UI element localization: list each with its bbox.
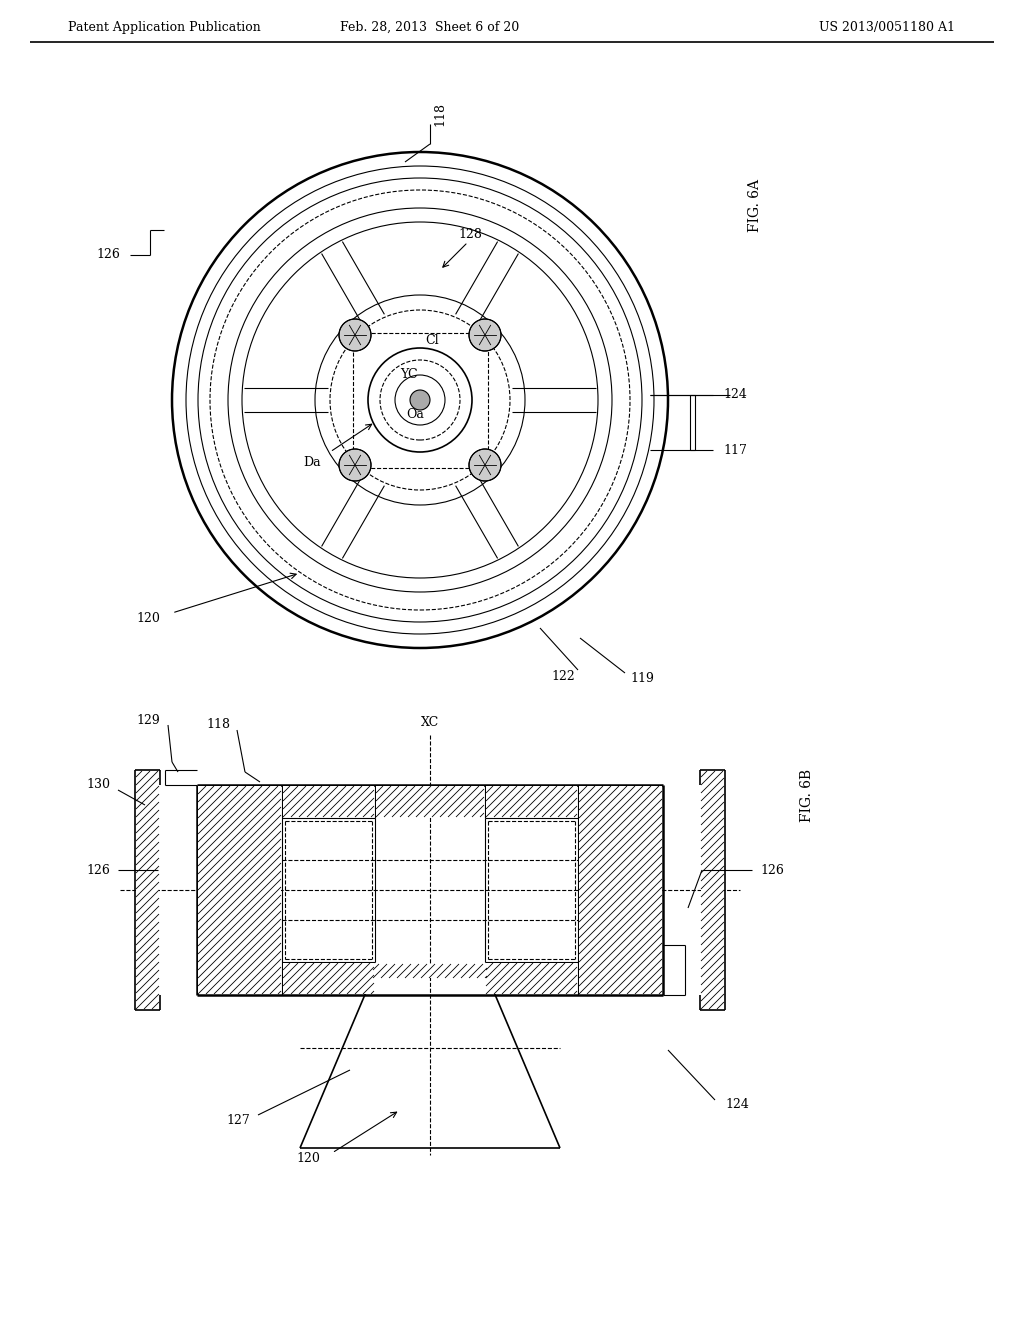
Text: 124: 124 [725, 1098, 749, 1111]
Text: 129: 129 [136, 714, 160, 726]
Bar [376, 785, 484, 817]
Circle shape [339, 319, 371, 351]
Bar [283, 964, 374, 994]
Bar [579, 785, 662, 994]
Bar [352, 333, 487, 467]
Bar [136, 771, 159, 1008]
Bar [701, 771, 724, 1008]
Bar [373, 964, 487, 978]
Bar [486, 785, 577, 817]
Bar [283, 785, 374, 817]
Text: US 2013/0051180 A1: US 2013/0051180 A1 [819, 21, 955, 33]
Text: 117: 117 [723, 444, 746, 457]
Text: Patent Application Publication: Patent Application Publication [68, 21, 261, 33]
Text: 119: 119 [630, 672, 654, 685]
Text: 120: 120 [136, 611, 160, 624]
Text: 118: 118 [206, 718, 230, 731]
Text: Oa: Oa [406, 408, 424, 421]
Text: YC: YC [400, 368, 418, 381]
Text: Feb. 28, 2013  Sheet 6 of 20: Feb. 28, 2013 Sheet 6 of 20 [340, 21, 519, 33]
Text: FIG. 6A: FIG. 6A [748, 178, 762, 231]
Text: 127: 127 [226, 1114, 250, 1126]
Text: 122: 122 [551, 669, 575, 682]
Text: 128: 128 [458, 228, 482, 242]
Text: Cl: Cl [425, 334, 439, 346]
Text: 126: 126 [96, 248, 120, 261]
Text: 118: 118 [433, 102, 446, 125]
Circle shape [339, 449, 371, 480]
Circle shape [469, 449, 501, 480]
Circle shape [410, 389, 430, 411]
Text: 126: 126 [86, 863, 110, 876]
Text: 120: 120 [296, 1151, 319, 1164]
Text: XC: XC [421, 715, 439, 729]
Text: 126: 126 [760, 863, 784, 876]
Bar [486, 964, 577, 994]
Text: FIG. 6B: FIG. 6B [800, 768, 814, 821]
Bar [198, 785, 281, 994]
Text: Da: Da [303, 455, 321, 469]
Text: 130: 130 [86, 779, 110, 792]
Text: 124: 124 [723, 388, 746, 401]
Circle shape [469, 319, 501, 351]
